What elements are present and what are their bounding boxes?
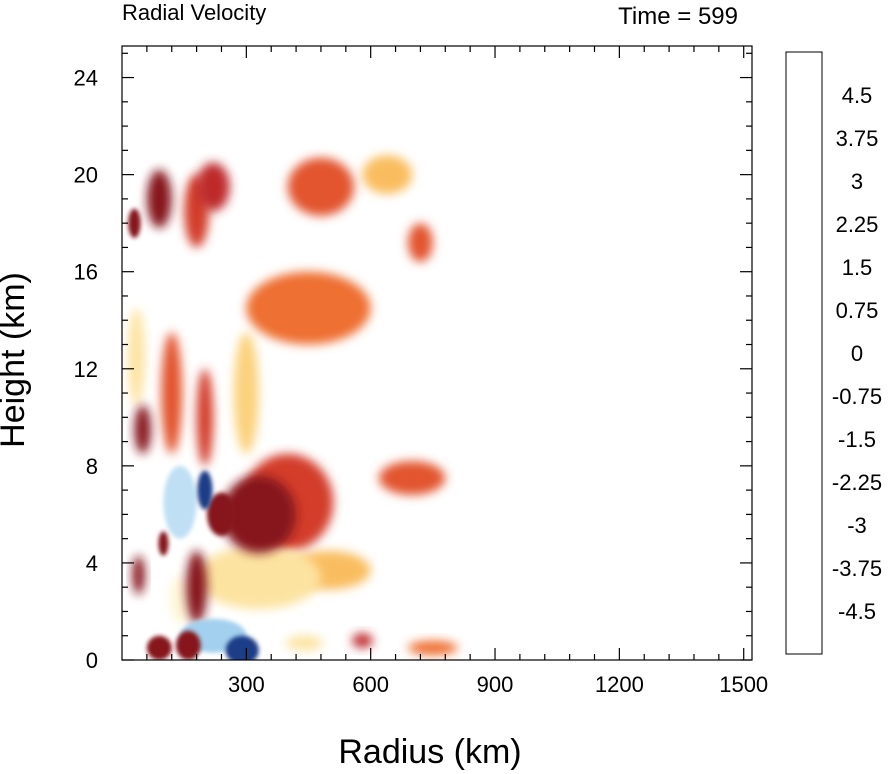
colorbar-tick-label: 2.25 [836, 212, 879, 237]
velocity-feature [196, 546, 321, 609]
colorbar-tick-label: 3 [851, 169, 863, 194]
axis-ticks [122, 46, 752, 661]
velocity-feature [175, 630, 201, 660]
velocity-feature [285, 635, 324, 651]
velocity-feature [128, 308, 145, 406]
colorbar-tick-label: -2.25 [832, 470, 882, 495]
y-axis-label: Height (km) [0, 272, 32, 448]
y-tick-label: 24 [74, 66, 98, 91]
x-tick-label: 600 [352, 672, 389, 697]
velocity-feature [246, 271, 371, 345]
colorbar-tick-label: -1.5 [838, 427, 876, 452]
velocity-field [124, 155, 458, 660]
velocity-feature [158, 531, 169, 556]
velocity-feature [362, 155, 413, 195]
velocity-feature [146, 635, 172, 660]
velocity-feature [352, 633, 373, 648]
y-tick-label: 0 [86, 648, 98, 673]
velocity-feature [161, 332, 183, 454]
colorbar-tick-label: 1.5 [842, 255, 873, 280]
colorbar-tick-label: -0.75 [832, 384, 882, 409]
velocity-feature [132, 555, 145, 595]
colorbar [785, 51, 823, 655]
velocity-feature [408, 640, 458, 656]
y-tick-label: 4 [86, 551, 98, 576]
y-tick-label: 8 [86, 454, 98, 479]
velocity-feature [207, 492, 236, 537]
velocity-feature [221, 475, 297, 554]
chart-title: Radial Velocity [122, 0, 266, 25]
y-tick-label: 12 [74, 357, 98, 382]
colorbar-tick-label: 3.75 [836, 126, 879, 151]
x-tick-label: 1200 [595, 672, 644, 697]
y-tick-label: 16 [74, 260, 98, 285]
x-tick-label: 300 [228, 672, 265, 697]
colorbar-tick-label: -4.5 [838, 599, 876, 624]
velocity-feature [225, 635, 259, 660]
x-tick-labels: 300 600 900 1200 1500 [228, 672, 768, 697]
colorbar-tick-label: -3 [847, 513, 867, 538]
colorbar-tick-labels: 4.5 3.75 3 2.25 1.5 0.75 0 -0.75 -1.5 -2.25 -3 -3.7… [832, 83, 882, 624]
y-tick-labels: 0 4 8 12 16 20 24 [74, 66, 98, 673]
colorbar-tick-label: -3.75 [832, 556, 882, 581]
y-tick-label: 20 [74, 163, 98, 188]
velocity-feature [233, 332, 259, 454]
colorbar-tick-label: 0.75 [836, 298, 879, 323]
velocity-feature [128, 208, 141, 238]
x-axis-label: Radius (km) [338, 733, 521, 771]
velocity-feature [163, 465, 197, 539]
colorbar-frame [785, 51, 823, 655]
colorbar-tick-label: 0 [851, 341, 863, 366]
x-tick-label: 900 [477, 672, 514, 697]
plot-frame [121, 45, 753, 661]
velocity-feature [408, 223, 433, 262]
velocity-feature [196, 368, 214, 466]
velocity-feature [196, 162, 230, 212]
velocity-feature [378, 461, 446, 495]
colorbar-tick-label: 4.5 [842, 83, 873, 108]
velocity-feature [124, 172, 137, 202]
x-tick-label: 1500 [719, 672, 768, 697]
velocity-feature [146, 169, 172, 228]
velocity-feature [169, 575, 191, 624]
velocity-feature [186, 550, 208, 624]
velocity-feature [134, 405, 151, 454]
velocity-feature [136, 235, 158, 309]
velocity-feature [287, 157, 355, 216]
time-label: Time = 599 [618, 3, 738, 30]
velocity-feature [197, 470, 213, 510]
